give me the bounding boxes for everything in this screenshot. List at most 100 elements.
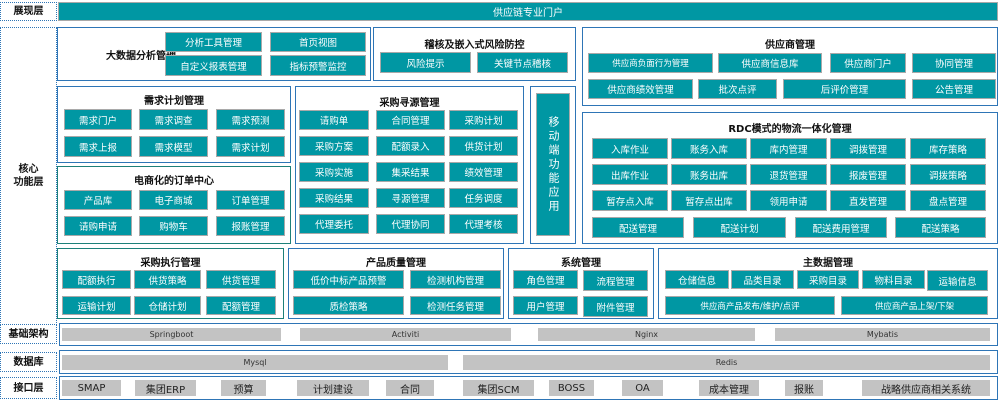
masterdata-item-button[interactable]: 供应商产品上架/下架 bbox=[841, 296, 988, 315]
interface-block: 计划建设 bbox=[297, 380, 369, 396]
rdc-item-button[interactable]: 配送费用管理 bbox=[795, 217, 887, 238]
rdc-item-button[interactable]: 退货管理 bbox=[750, 164, 827, 185]
sourcing-item-button[interactable]: 寻源管理 bbox=[376, 188, 445, 208]
demand-item-button[interactable]: 需求预测 bbox=[216, 109, 285, 130]
bigdata-item-button[interactable]: 分析工具管理 bbox=[165, 32, 262, 52]
rdc-item-button[interactable]: 库存策略 bbox=[910, 138, 986, 159]
execution-item-button[interactable]: 供货策略 bbox=[134, 270, 201, 289]
system-item-button[interactable]: 角色管理 bbox=[513, 270, 578, 289]
ecommerce-item-button[interactable]: 产品库 bbox=[64, 190, 132, 210]
quality-item-button[interactable]: 检测机构管理 bbox=[410, 270, 501, 289]
rdc-item-button[interactable]: 暂存点入库 bbox=[592, 190, 668, 211]
masterdata-item-button[interactable]: 品类目录 bbox=[731, 270, 794, 289]
supplier-item-button[interactable]: 供应商负面行为管理 bbox=[588, 53, 713, 73]
bigdata-item-button[interactable]: 自定义报表管理 bbox=[165, 55, 262, 76]
rdc-item-button[interactable]: 调拨管理 bbox=[830, 138, 906, 159]
mobile-app-button[interactable]: 移动端功能应用 bbox=[536, 93, 570, 236]
rdc-item-button[interactable]: 报废管理 bbox=[830, 164, 906, 185]
audit-item-button[interactable]: 风险提示 bbox=[380, 52, 471, 73]
masterdata-item-button[interactable]: 物料目录 bbox=[862, 270, 925, 289]
system-item-button[interactable]: 附件管理 bbox=[583, 296, 648, 317]
rdc-item-button[interactable]: 盘点管理 bbox=[910, 190, 986, 211]
audit-item-button[interactable]: 关键节点稽核 bbox=[477, 52, 568, 73]
ecommerce-item-button[interactable]: 请购申请 bbox=[64, 216, 132, 236]
database-block: Redis bbox=[463, 355, 990, 370]
sourcing-item-button[interactable]: 集采结果 bbox=[376, 162, 445, 182]
supplier-item-button[interactable]: 后评价管理 bbox=[783, 79, 906, 99]
quality-item-button[interactable]: 质检策略 bbox=[293, 296, 404, 315]
execution-title: 采购执行管理 bbox=[140, 258, 201, 269]
interface-block: 报账 bbox=[785, 380, 823, 396]
supplier-item-button[interactable]: 协同管理 bbox=[912, 53, 996, 73]
infrastructure-block: Activiti bbox=[300, 328, 511, 341]
masterdata-item-button[interactable]: 采购目录 bbox=[797, 270, 859, 289]
execution-item-button[interactable]: 运输计划 bbox=[62, 296, 131, 315]
demand-title: 需求计划管理 bbox=[144, 96, 204, 107]
bigdata-item-button[interactable]: 首页视图 bbox=[270, 32, 366, 52]
sourcing-item-button[interactable]: 合同管理 bbox=[376, 110, 445, 130]
demand-item-button[interactable]: 需求上报 bbox=[64, 136, 132, 157]
sourcing-item-button[interactable]: 供货计划 bbox=[449, 136, 518, 156]
rdc-item-button[interactable]: 领用申请 bbox=[750, 190, 827, 211]
rdc-item-button[interactable]: 直发管理 bbox=[830, 190, 906, 211]
sourcing-item-button[interactable]: 采购实施 bbox=[299, 162, 369, 182]
sourcing-item-button[interactable]: 代理委托 bbox=[299, 214, 369, 234]
rdc-item-button[interactable]: 库内管理 bbox=[750, 138, 827, 159]
supplier-item-button[interactable]: 公告管理 bbox=[912, 79, 996, 99]
layer-label-database: 数据库 bbox=[0, 352, 57, 372]
supplier-item-button[interactable]: 供应商绩效管理 bbox=[588, 79, 693, 99]
rdc-item-button[interactable]: 配送管理 bbox=[592, 217, 684, 238]
quality-item-button[interactable]: 检测任务管理 bbox=[410, 296, 501, 315]
sourcing-item-button[interactable]: 采购方案 bbox=[299, 136, 369, 156]
rdc-item-button[interactable]: 账务入库 bbox=[671, 138, 747, 159]
bigdata-item-button[interactable]: 指标预警监控 bbox=[270, 55, 366, 76]
audit-title: 稽核及嵌入式风险防控 bbox=[424, 40, 525, 51]
supplier-item-button[interactable]: 供应商信息库 bbox=[718, 53, 822, 73]
interface-block: 集团ERP bbox=[135, 380, 196, 396]
infrastructure-block: Nginx bbox=[538, 328, 755, 341]
portal-bar[interactable]: 供应链专业门户 bbox=[58, 2, 998, 21]
masterdata-item-button[interactable]: 供应商产品发布/维护/点评 bbox=[665, 296, 835, 315]
sourcing-item-button[interactable]: 代理考核 bbox=[449, 214, 518, 234]
sourcing-item-button[interactable]: 任务调度 bbox=[449, 188, 518, 208]
sourcing-item-button[interactable]: 配额录入 bbox=[376, 136, 445, 156]
rdc-item-button[interactable]: 入库作业 bbox=[592, 138, 668, 159]
system-item-button[interactable]: 用户管理 bbox=[513, 296, 578, 315]
demand-item-button[interactable]: 需求门户 bbox=[64, 109, 132, 130]
system-title: 系统管理 bbox=[561, 258, 601, 269]
rdc-item-button[interactable]: 暂存点出库 bbox=[671, 190, 747, 211]
demand-item-button[interactable]: 需求计划 bbox=[216, 136, 285, 157]
sourcing-item-button[interactable]: 请购单 bbox=[299, 110, 369, 130]
sourcing-item-button[interactable]: 代理协同 bbox=[376, 214, 445, 234]
rdc-item-button[interactable]: 配送计划 bbox=[693, 217, 786, 238]
sourcing-item-button[interactable]: 采购结果 bbox=[299, 188, 369, 208]
database-block: Mysql bbox=[62, 355, 448, 370]
masterdata-title: 主数据管理 bbox=[803, 258, 853, 269]
system-item-button[interactable]: 流程管理 bbox=[583, 270, 648, 291]
interface-block: BOSS bbox=[549, 380, 594, 396]
quality-item-button[interactable]: 低价中标产品预警 bbox=[293, 270, 404, 289]
execution-item-button[interactable]: 配额管理 bbox=[206, 296, 276, 315]
masterdata-item-button[interactable]: 仓储信息 bbox=[665, 270, 729, 289]
supplier-item-button[interactable]: 批次点评 bbox=[698, 79, 777, 99]
demand-item-button[interactable]: 需求模型 bbox=[139, 136, 208, 157]
demand-item-button[interactable]: 需求调查 bbox=[139, 109, 208, 130]
ecommerce-item-button[interactable]: 购物车 bbox=[139, 216, 208, 236]
rdc-item-button[interactable]: 配送策略 bbox=[895, 217, 986, 238]
execution-item-button[interactable]: 配额执行 bbox=[62, 270, 131, 289]
rdc-item-button[interactable]: 出库作业 bbox=[592, 164, 668, 185]
supplier-item-button[interactable]: 供应商门户 bbox=[830, 53, 906, 73]
rdc-item-button[interactable]: 账务出库 bbox=[671, 164, 747, 185]
masterdata-item-button[interactable]: 运输信息 bbox=[927, 270, 988, 291]
ecommerce-item-button[interactable]: 报账管理 bbox=[216, 216, 285, 236]
execution-item-button[interactable]: 供货管理 bbox=[206, 270, 276, 289]
execution-item-button[interactable]: 仓储计划 bbox=[134, 296, 201, 315]
rdc-item-button[interactable]: 调拨策略 bbox=[910, 164, 986, 185]
sourcing-item-button[interactable]: 绩效管理 bbox=[449, 162, 518, 182]
ecommerce-title: 电商化的订单中心 bbox=[134, 176, 214, 187]
sourcing-item-button[interactable]: 采购计划 bbox=[449, 110, 518, 130]
ecommerce-item-button[interactable]: 电子商城 bbox=[139, 190, 208, 210]
ecommerce-item-button[interactable]: 订单管理 bbox=[216, 190, 285, 210]
interface-block: 预算 bbox=[221, 380, 266, 396]
